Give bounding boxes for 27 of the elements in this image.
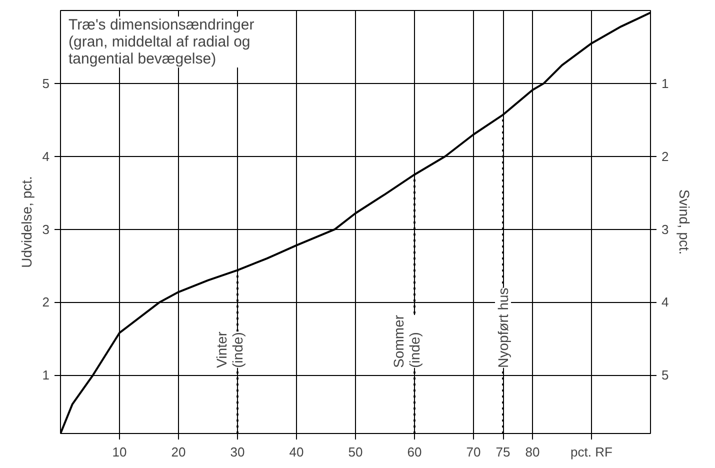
y2-tick-label: 4 [662, 294, 669, 310]
y-tick-label: 4 [42, 148, 50, 164]
ref-line-label: Vinter (inde) [214, 331, 246, 368]
x-tick-label: 75 [496, 444, 510, 460]
text: (gran, middeltal af radial og tangential bevægelse) [68, 34, 250, 68]
ref-line-label: Nyopført hus [495, 288, 511, 368]
y-tick-label: 5 [42, 76, 50, 91]
y2-tick-label: 1 [662, 76, 669, 91]
y2-tick-label: 5 [662, 368, 669, 383]
y2-tick-label: 3 [662, 222, 669, 237]
y-axis-title: Udvidelse, pct. [18, 176, 34, 268]
x-tick-label: 20 [171, 444, 186, 460]
chart-title: Træ's dimensionsændringer [68, 16, 254, 34]
x-tick-label: pct. RF [570, 444, 613, 460]
y-tick-label: 2 [42, 294, 50, 310]
x-tick-label: 50 [348, 444, 363, 460]
x-tick-label: 70 [466, 444, 481, 460]
y-tick-label: 1 [42, 368, 50, 383]
x-tick-label: 10 [112, 444, 127, 460]
x-tick-label: 80 [525, 444, 540, 460]
x-tick-label: 60 [407, 444, 422, 460]
y-tick-label: 3 [42, 222, 50, 237]
x-tick-label: 40 [289, 444, 304, 460]
y2-tick-label: 2 [662, 148, 669, 164]
y2-axis-title: Svind, pct. [676, 189, 693, 255]
ref-line-label: Sommer (inde) [390, 314, 422, 368]
x-tick-label: 30 [230, 444, 245, 460]
